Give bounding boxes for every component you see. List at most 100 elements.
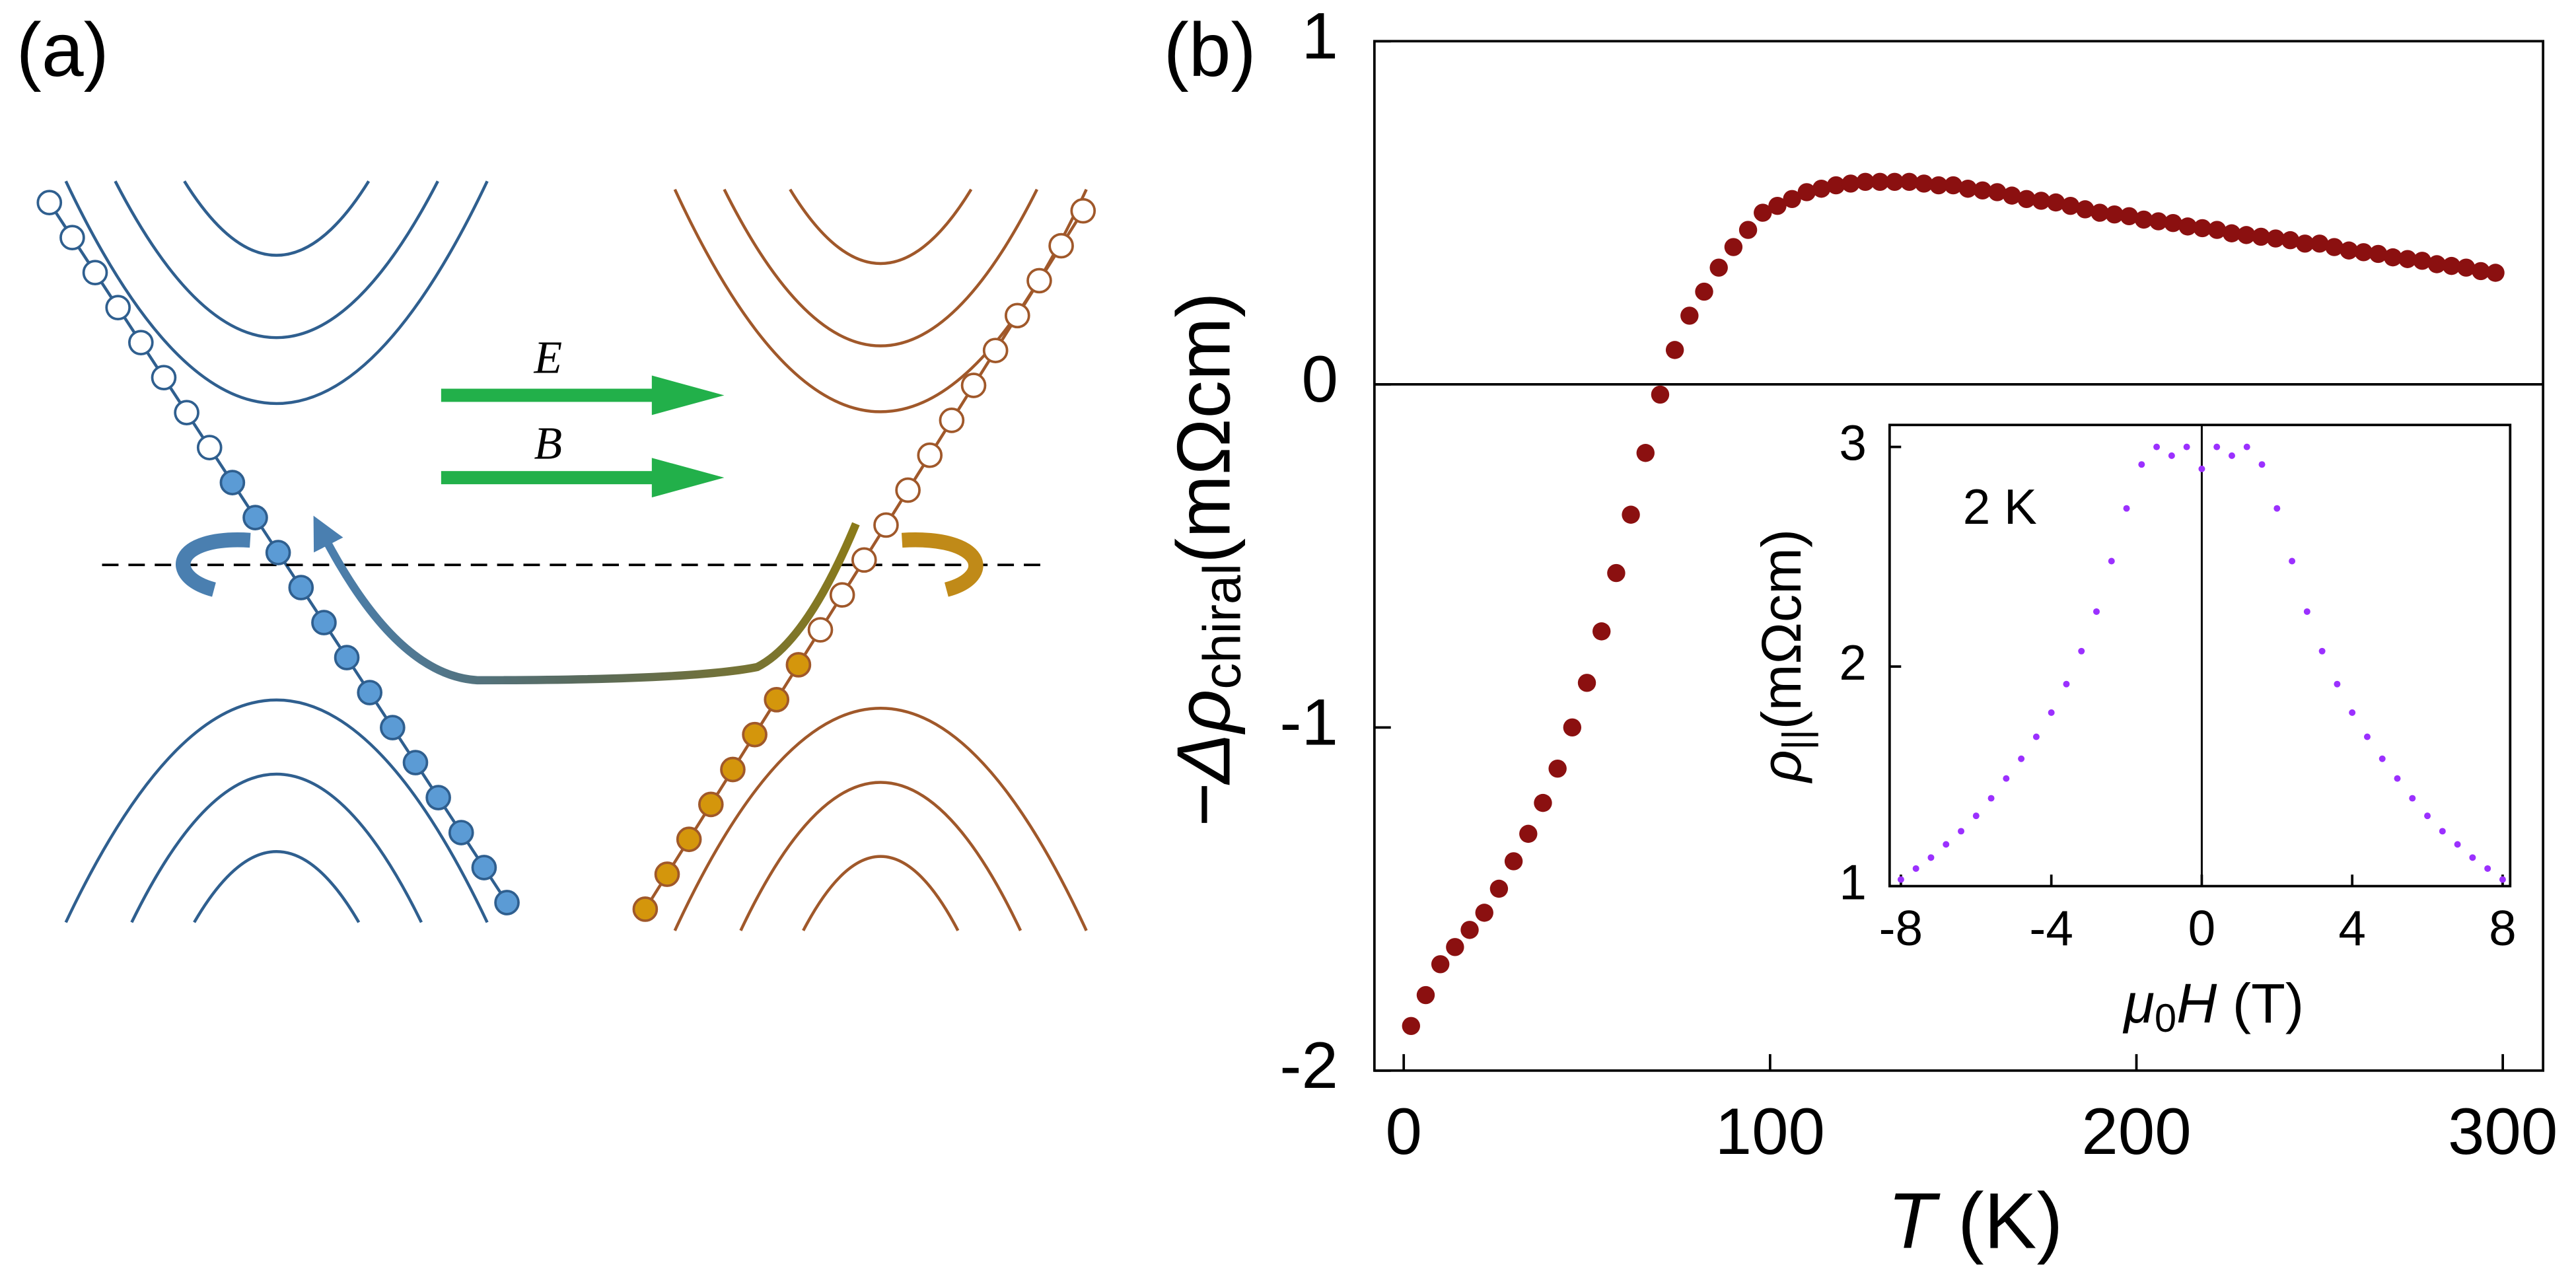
data-point (2439, 828, 2446, 835)
data-point (1460, 921, 1479, 939)
electron (829, 582, 855, 608)
data-point (1897, 876, 1904, 883)
data-point (2289, 557, 2296, 565)
data-point (2413, 252, 2431, 270)
data-point (1943, 841, 1950, 848)
inset-annotation: 2 K (1963, 479, 2037, 534)
blue-bands (64, 180, 489, 923)
inset-y-label: ρ||(mΩcm) (1750, 529, 1818, 784)
electron (698, 791, 724, 818)
y-tick-label: 2 (1839, 635, 1867, 690)
electron (288, 575, 314, 600)
data-point (2484, 865, 2491, 872)
panel-label: (b) (1164, 8, 1256, 92)
data-point (2164, 213, 2182, 233)
data-point (1416, 985, 1435, 1005)
data-point (2183, 443, 2190, 450)
data-point (1915, 174, 1933, 193)
y-tick-label: 0 (1302, 343, 1338, 416)
electron (764, 686, 790, 713)
data-point (2078, 647, 2085, 655)
electron (128, 330, 154, 355)
electron (632, 896, 659, 922)
data-point (2258, 461, 2266, 468)
data-point (1958, 828, 1964, 835)
data-point (2310, 234, 2329, 253)
data-point (2032, 192, 2050, 210)
data-point (1665, 341, 1684, 359)
electron (242, 505, 268, 530)
data-point (2046, 193, 2065, 212)
data-point (1592, 622, 1611, 641)
data-point (2442, 256, 2461, 275)
data-point (2409, 795, 2416, 802)
electron (785, 652, 812, 678)
data-point (2456, 258, 2476, 277)
data-point (2472, 262, 2490, 281)
electron (357, 680, 383, 705)
data-point (2424, 812, 2431, 820)
y-tick-label: 3 (1839, 415, 1867, 470)
data-point (2017, 190, 2036, 209)
data-point (2213, 443, 2221, 450)
data-point (2063, 680, 2070, 688)
orange-bands (673, 188, 1088, 931)
data-point (2105, 205, 2124, 224)
data-point (1972, 812, 1980, 820)
x-tick-label: 0 (2188, 900, 2216, 956)
data-point (2334, 680, 2341, 688)
field-arrows (441, 375, 725, 498)
electron (1070, 197, 1096, 224)
electron (334, 645, 360, 670)
x-label-symbol: H (2176, 972, 2217, 1034)
data-point (2469, 854, 2476, 861)
electron (174, 400, 199, 425)
electron (720, 756, 746, 783)
y-label-symbol: ρ (1750, 750, 1812, 784)
electron (265, 540, 291, 565)
data-point (1797, 183, 1816, 201)
electron (960, 373, 987, 398)
x-label-unit: (T) (2233, 972, 2304, 1034)
y-label-subscript: chiral (1193, 563, 1252, 690)
data-point (2384, 248, 2402, 267)
data-point (1402, 1017, 1421, 1036)
data-point (1768, 196, 1787, 215)
data-point (2193, 219, 2212, 238)
data-point (2369, 244, 2388, 264)
data-point (2295, 234, 2314, 253)
data-point (2003, 186, 2021, 205)
data-point (1577, 674, 1596, 692)
data-point (2363, 733, 2371, 740)
electron (82, 260, 108, 286)
x-tick-label: 300 (2448, 1095, 2558, 1168)
data-point (1856, 172, 1875, 192)
electron (873, 512, 899, 538)
data-point (2018, 755, 2025, 762)
y-label-symbol: −Δρ (1162, 690, 1246, 828)
y-label-unit: (mΩcm) (1162, 292, 1246, 563)
data-point (2228, 452, 2235, 459)
data-point (2243, 443, 2250, 450)
data-point (1695, 282, 1713, 301)
electron (151, 365, 177, 390)
x-tick-label: -4 (2029, 900, 2073, 956)
x-tick-label: 8 (2489, 900, 2517, 956)
data-point (2427, 255, 2447, 273)
data-point (1912, 865, 1919, 872)
data-point (1489, 879, 1509, 898)
data-point (2318, 647, 2326, 655)
data-point (1783, 190, 1801, 209)
electron (1026, 268, 1052, 294)
data-point (1987, 795, 1995, 802)
electron (380, 715, 406, 740)
inset-x-label: μ0H (T) (2122, 972, 2304, 1040)
data-point (1709, 258, 1728, 277)
data-point (2168, 452, 2175, 459)
data-point (1622, 505, 1640, 524)
data-point (2153, 443, 2161, 450)
x-axis-label: T (K) (1888, 1177, 2063, 1265)
y-axis-label: −Δρchiral(mΩcm) (1162, 292, 1252, 828)
data-point (2340, 241, 2358, 260)
data-point (2379, 755, 2386, 762)
